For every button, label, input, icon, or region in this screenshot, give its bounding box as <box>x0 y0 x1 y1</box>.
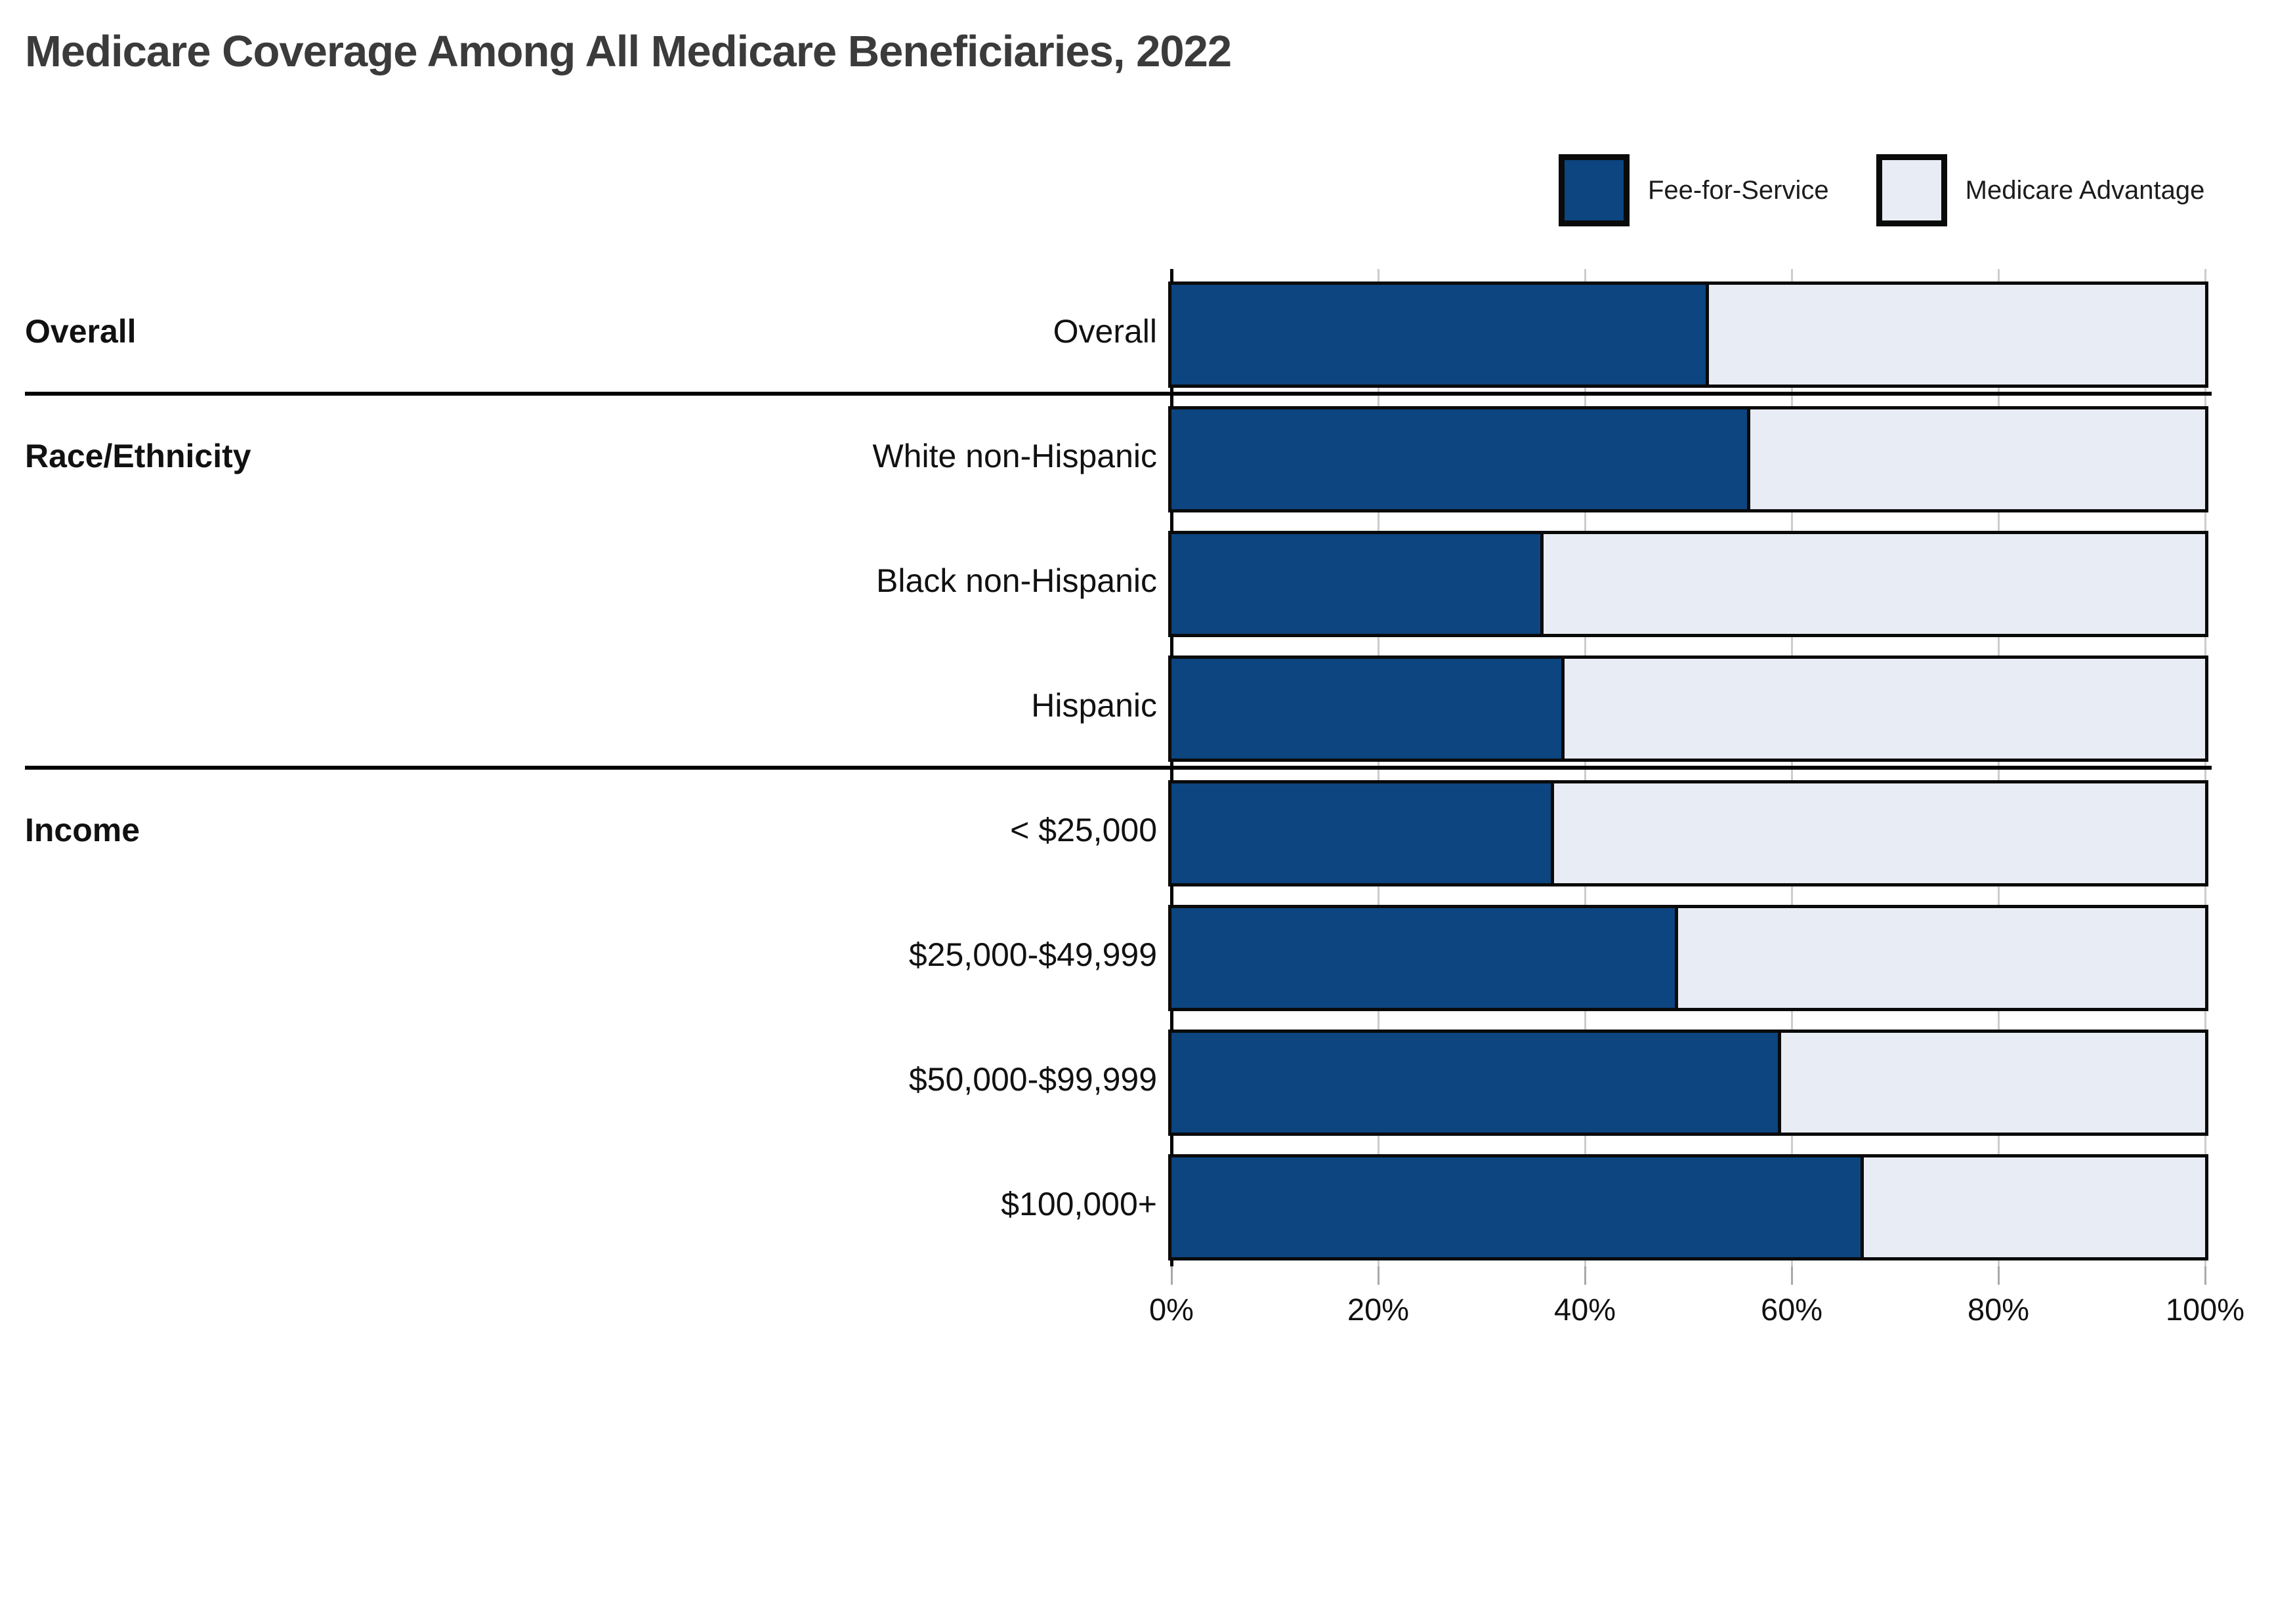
row-label: < $25,000 <box>1010 812 1157 848</box>
bar-segment-medicare-advantage <box>1564 659 2205 759</box>
x-tick-label: 100% <box>2165 1292 2245 1327</box>
bar-row <box>1168 780 2208 886</box>
bar-row <box>1168 1030 2208 1136</box>
bar-segment-fee-for-service <box>1171 534 1544 634</box>
axis-tick <box>2204 1266 2206 1285</box>
bar-row <box>1168 1154 2208 1260</box>
y-axis-spine <box>1170 269 1173 1266</box>
x-tick-label: 40% <box>1553 1292 1616 1327</box>
bar-segment-medicare-advantage <box>1709 285 2205 385</box>
row-label: White non-Hispanic <box>872 438 1157 474</box>
bar-segment-fee-for-service <box>1171 1157 1864 1257</box>
bar-segment-medicare-advantage <box>1781 1033 2205 1133</box>
axis-tick <box>1170 1266 1173 1285</box>
axis-tick <box>1377 1266 1379 1285</box>
bar-segment-medicare-advantage <box>1544 534 2205 634</box>
row-label: $50,000-$99,999 <box>908 1061 1157 1098</box>
bar-segment-medicare-advantage <box>1553 783 2205 883</box>
legend-label: Fee-for-Service <box>1648 175 1829 205</box>
bar-segment-fee-for-service <box>1171 1033 1782 1133</box>
group-label-income: Income <box>25 812 140 848</box>
legend: Fee-for-Service Medicare Advantage <box>1559 154 2204 226</box>
x-tick-label: 0% <box>1149 1292 1194 1327</box>
axis-tick <box>1790 1266 1793 1285</box>
chart-title: Medicare Coverage Among All Medicare Ben… <box>25 27 1232 76</box>
bar-segment-fee-for-service <box>1171 285 1709 385</box>
bar-segment-medicare-advantage <box>1750 409 2205 509</box>
row-label: $25,000-$49,999 <box>908 936 1157 973</box>
group-label-overall: Overall <box>25 313 137 350</box>
legend-item: Fee-for-Service <box>1559 154 1829 226</box>
group-separator-line <box>25 392 2212 396</box>
legend-swatch-medicare-advantage <box>1876 154 1947 226</box>
x-tick-label: 60% <box>1760 1292 1823 1327</box>
bar-row <box>1168 656 2208 762</box>
bar-segment-medicare-advantage <box>1677 908 2205 1008</box>
legend-label: Medicare Advantage <box>1965 175 2205 205</box>
row-label: Overall <box>1053 313 1157 350</box>
bar-segment-fee-for-service <box>1171 908 1678 1008</box>
bar-row <box>1168 406 2208 512</box>
bar-segment-fee-for-service <box>1171 783 1554 883</box>
group-label-race-ethnicity: Race/Ethnicity <box>25 438 251 474</box>
bar-row <box>1168 531 2208 637</box>
group-separator-line <box>25 766 2212 770</box>
bar-segment-fee-for-service <box>1171 659 1565 759</box>
bar-row <box>1168 281 2208 388</box>
legend-item: Medicare Advantage <box>1876 154 2205 226</box>
row-label: $100,000+ <box>1001 1186 1157 1222</box>
bar-row <box>1168 905 2208 1011</box>
row-label: Hispanic <box>1031 687 1157 724</box>
x-tick-label: 20% <box>1347 1292 1410 1327</box>
row-label: Black non-Hispanic <box>876 562 1157 599</box>
legend-swatch-fee-for-service <box>1559 154 1630 226</box>
axis-tick <box>1584 1266 1586 1285</box>
bar-segment-medicare-advantage <box>1864 1157 2205 1257</box>
x-tick-label: 80% <box>1967 1292 2030 1327</box>
axis-tick <box>1997 1266 2000 1285</box>
bar-segment-fee-for-service <box>1171 409 1750 509</box>
